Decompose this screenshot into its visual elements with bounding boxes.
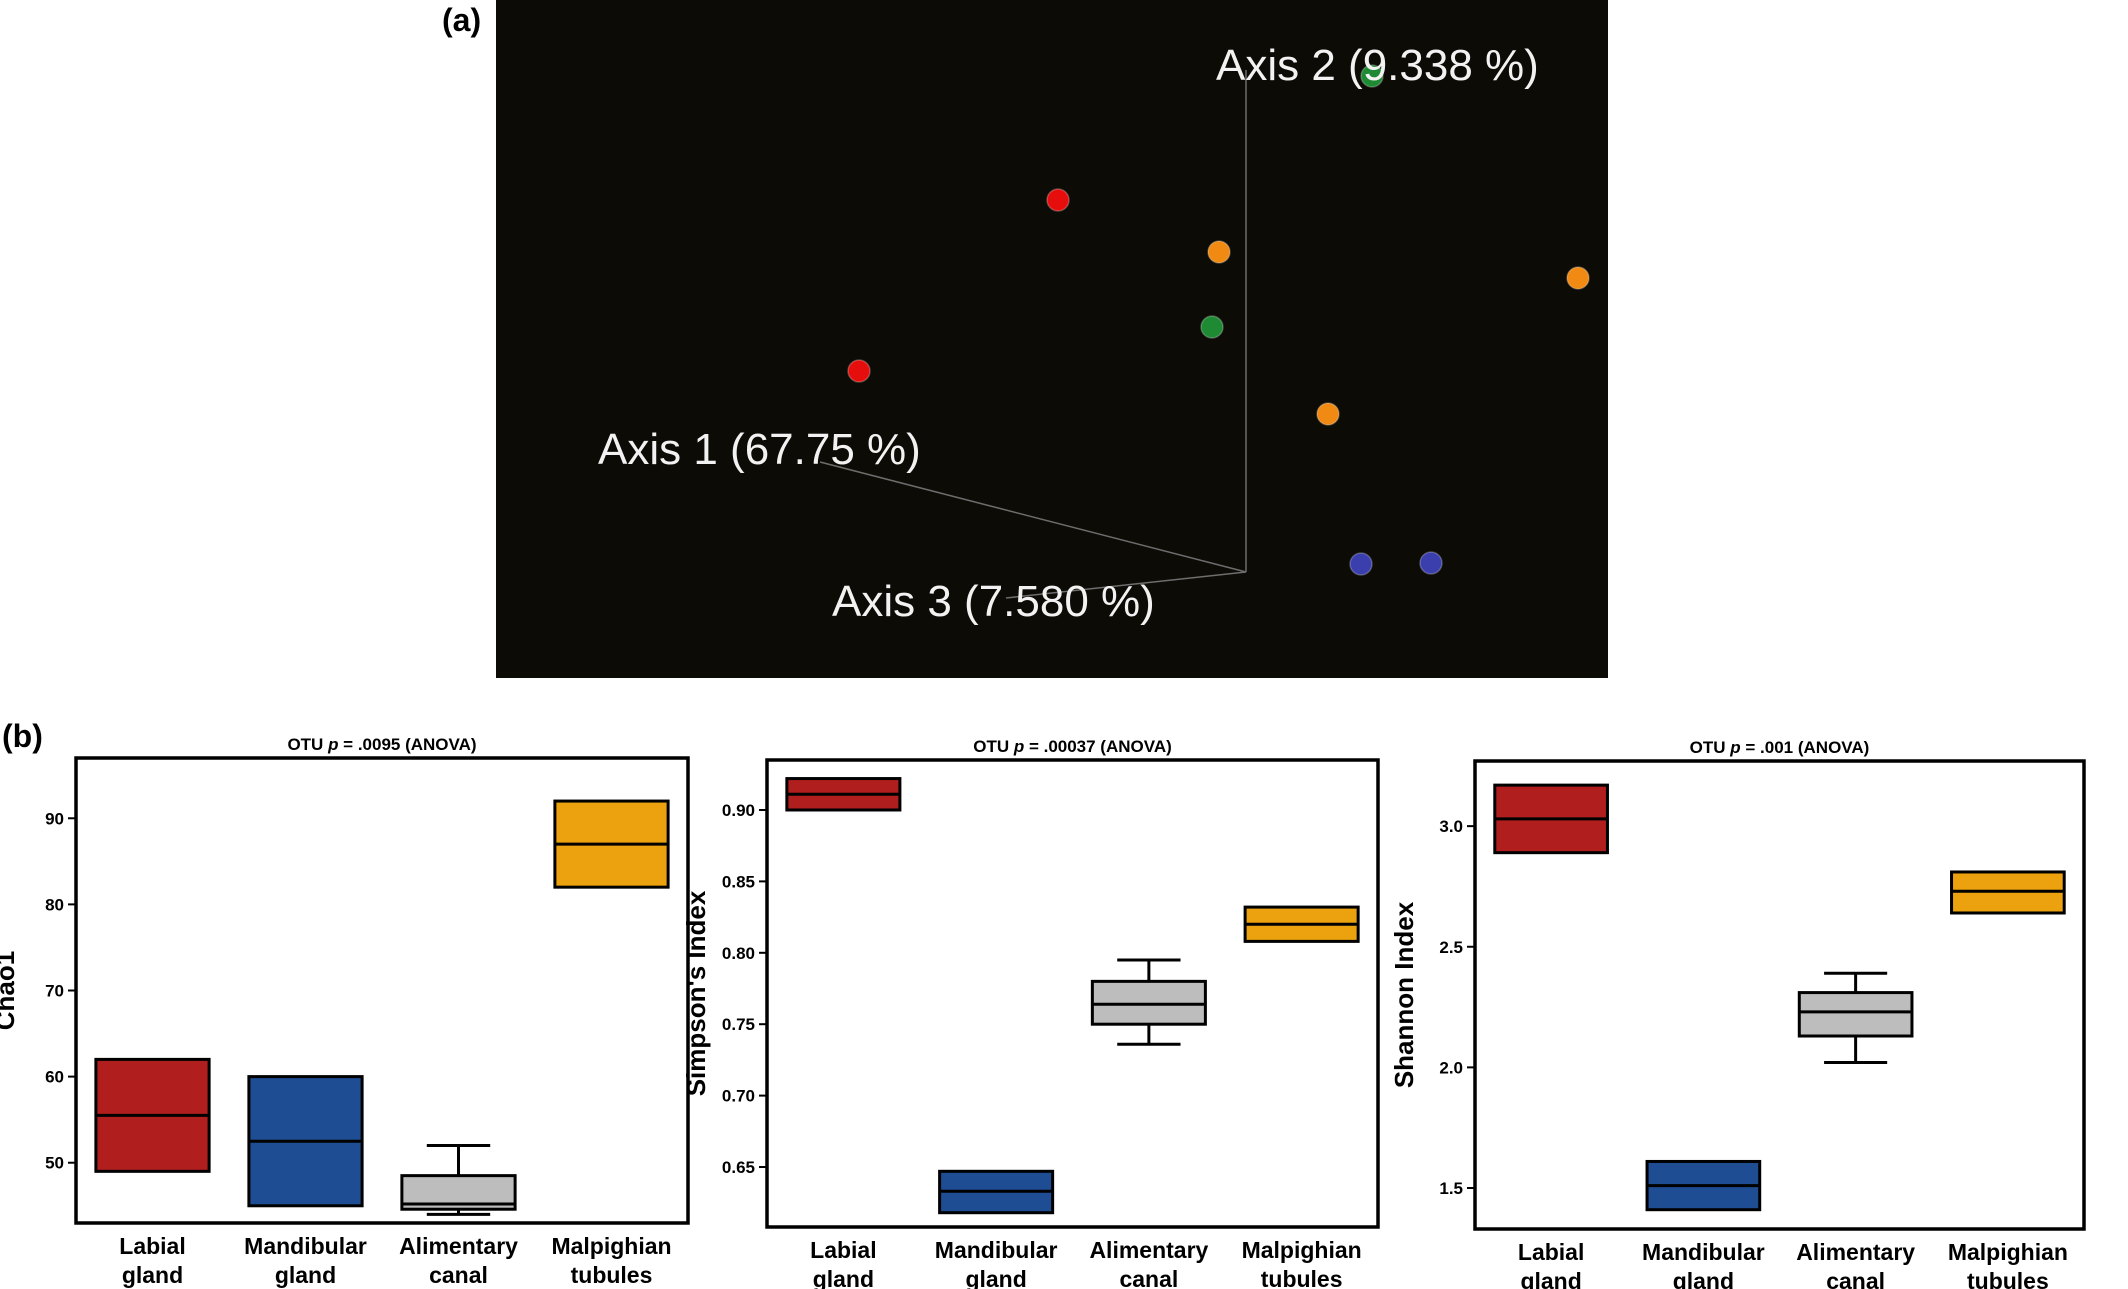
plot-frame bbox=[74, 756, 690, 1225]
panel-label-b: (b) bbox=[2, 718, 43, 754]
axis-2-label: Axis 2 (9.338 %) bbox=[1216, 41, 1539, 90]
x-category-label: Mandibular gland bbox=[1642, 1239, 1765, 1289]
y-tick-label: 3.0 bbox=[1439, 817, 1463, 836]
y-axis-label: Shannon Index bbox=[1389, 901, 1419, 1088]
x-category-label: Alimentary canal bbox=[399, 1233, 518, 1288]
boxplot-title: OTU p = .001 (ANOVA) bbox=[1690, 738, 1870, 757]
axis-3-label: Axis 3 (7.580 %) bbox=[832, 577, 1155, 626]
y-axis-label: Chao1 bbox=[0, 951, 20, 1030]
x-category-label: Mandibular gland bbox=[244, 1233, 367, 1288]
boxplot-title: OTU p = .00037 (ANOVA) bbox=[973, 737, 1172, 756]
y-tick-label: 1.5 bbox=[1439, 1179, 1463, 1198]
y-tick-label: 0.70 bbox=[722, 1087, 755, 1106]
pcoa-points bbox=[847, 64, 1590, 576]
pcoa-point-labial bbox=[847, 359, 871, 383]
pcoa-point-alimentary bbox=[1200, 315, 1224, 339]
x-category-label: Malpighian tubules bbox=[1242, 1237, 1362, 1289]
pcoa-point-malpighian bbox=[1207, 240, 1231, 264]
x-category-label: Alimentary canal bbox=[1089, 1237, 1208, 1289]
boxplot-panel-3: OTU p = .001 (ANOVA) Shannon Index 1.5 2.0 2… bbox=[1389, 738, 2086, 1289]
x-category-label: Malpighian tubules bbox=[1948, 1239, 2068, 1289]
x-category-label: Labial gland bbox=[119, 1233, 185, 1288]
y-tick-label: 2.0 bbox=[1439, 1058, 1463, 1077]
axis-1-label: Axis 1 (67.75 %) bbox=[598, 425, 921, 474]
y-tick-label: 90 bbox=[45, 809, 64, 828]
pcoa-svg: Axis 2 (9.338 %) Axis 1 (67.75 %) Axis 3… bbox=[598, 41, 1590, 626]
x-category-label: Labial gland bbox=[1518, 1239, 1584, 1289]
x-category-label: Malpighian tubules bbox=[551, 1233, 671, 1288]
pcoa-point-alimentary bbox=[1360, 64, 1384, 88]
pcoa-point-malpighian bbox=[1316, 402, 1340, 426]
y-tick-label: 50 bbox=[45, 1154, 64, 1173]
y-tick-label: 0.90 bbox=[722, 801, 755, 820]
y-axis-label: Simpson's Index bbox=[681, 890, 711, 1096]
y-tick-label: 70 bbox=[45, 982, 64, 1001]
y-tick-label: 0.75 bbox=[722, 1015, 755, 1034]
x-category-label: Labial gland bbox=[810, 1237, 876, 1289]
pcoa-axes bbox=[819, 70, 1247, 599]
box-alimentary bbox=[1797, 991, 1914, 1038]
y-tick-label: 60 bbox=[45, 1068, 64, 1087]
axis-line-3 bbox=[1005, 571, 1247, 599]
panel-label-a: (a) bbox=[442, 2, 482, 38]
y-tick-label: 0.65 bbox=[722, 1158, 755, 1177]
plot-frame bbox=[765, 758, 1380, 1229]
x-category-label: Mandibular gland bbox=[935, 1237, 1058, 1289]
pcoa-point-mandibular bbox=[1349, 552, 1373, 576]
y-tick-label: 2.5 bbox=[1439, 938, 1463, 957]
y-tick-label: 80 bbox=[45, 895, 64, 914]
boxplot-panel-2: OTU p = .00037 (ANOVA) Simpson's Index 0.6… bbox=[681, 737, 1380, 1289]
axis-line-1 bbox=[819, 461, 1247, 573]
pcoa-point-malpighian bbox=[1566, 266, 1590, 290]
x-category-label: Alimentary canal bbox=[1796, 1239, 1915, 1289]
y-tick-label: 0.80 bbox=[722, 944, 755, 963]
plot-frame bbox=[1473, 759, 2086, 1231]
y-tick-label: 0.85 bbox=[722, 872, 755, 891]
pcoa-point-labial bbox=[1046, 188, 1070, 212]
boxplot-title: OTU p = .0095 (ANOVA) bbox=[287, 735, 476, 754]
boxplot-panel-1: OTU p = .0095 (ANOVA) Chao1 50 60 70 80 90 Labi… bbox=[0, 735, 690, 1288]
pcoa-plot: Axis 2 (9.338 %) Axis 1 (67.75 %) Axis 3… bbox=[496, 0, 1608, 678]
pcoa-point-mandibular bbox=[1419, 551, 1443, 575]
